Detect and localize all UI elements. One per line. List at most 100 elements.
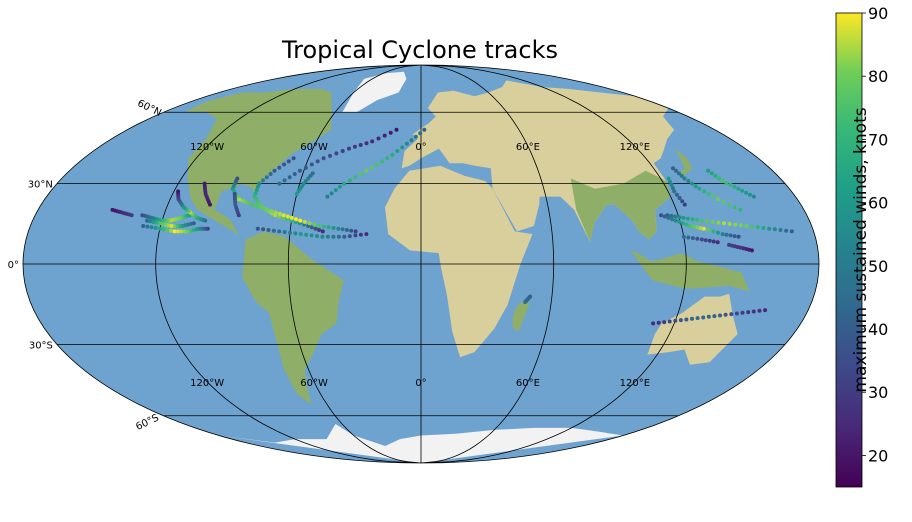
track-point <box>309 225 314 230</box>
track-point <box>157 226 162 231</box>
track-point <box>724 181 729 185</box>
track-point <box>264 175 269 180</box>
track-point <box>252 194 257 199</box>
track-point <box>681 215 686 220</box>
track-point <box>282 162 287 167</box>
graticule <box>23 65 819 463</box>
colorbar: 20 30 40 50 60 70 80 90 <box>835 4 888 488</box>
track-point <box>673 214 678 219</box>
track-point <box>140 213 145 218</box>
north-america-land <box>184 88 332 243</box>
track-point <box>751 194 756 199</box>
track-point <box>713 173 718 178</box>
track-point <box>157 221 162 226</box>
track-point <box>703 238 708 243</box>
track-point <box>293 231 298 236</box>
track-point <box>334 151 339 156</box>
track-point <box>651 321 656 326</box>
track-point <box>656 320 661 325</box>
track-point <box>376 136 381 141</box>
australia-land <box>647 293 738 365</box>
track-point <box>757 308 762 313</box>
track-point <box>342 234 347 239</box>
track-point <box>724 232 729 237</box>
track-point <box>250 202 255 207</box>
track-point <box>686 235 691 240</box>
track-point <box>353 229 358 234</box>
track-point <box>706 168 711 173</box>
meridian-label-top: 120°W <box>190 142 224 153</box>
track-point <box>380 159 385 164</box>
track-point <box>304 232 309 237</box>
track-point <box>382 133 387 138</box>
track-point <box>734 311 739 316</box>
track-point <box>395 149 400 153</box>
colorbar-tick-label: 30 <box>868 383 888 402</box>
track-point <box>151 219 155 224</box>
meridian-label-bottom: 120°W <box>190 378 224 389</box>
meridian-label-bottom: 120°E <box>620 378 650 389</box>
track-point <box>165 228 170 232</box>
meridian-label-bottom: 60°W <box>300 378 328 389</box>
track-point <box>340 149 345 153</box>
track-point <box>331 234 336 239</box>
track-point <box>185 229 190 234</box>
track-point <box>413 134 418 139</box>
track-point <box>321 224 326 229</box>
track-point <box>298 232 303 237</box>
track-point <box>706 314 711 319</box>
colorbar-tick-label: 80 <box>868 67 888 86</box>
track-point <box>261 178 265 183</box>
track-point <box>320 234 325 239</box>
track-point <box>364 232 369 237</box>
track-point <box>680 221 685 226</box>
track-point <box>358 143 363 147</box>
track-point <box>261 206 266 211</box>
track-point <box>246 201 251 206</box>
track-point <box>312 222 317 227</box>
track-point <box>292 172 297 176</box>
track-point <box>163 222 168 227</box>
track-point <box>668 179 673 184</box>
track-point <box>677 196 682 200</box>
track-point <box>243 199 248 204</box>
track-point <box>257 205 262 210</box>
track-point <box>342 181 347 186</box>
track-point <box>733 222 738 227</box>
track-point <box>294 217 298 222</box>
track-point <box>329 191 334 196</box>
track-point <box>698 226 703 230</box>
track-point <box>677 219 682 224</box>
track-point <box>707 238 712 243</box>
track-point <box>358 172 363 176</box>
track-point <box>271 228 276 233</box>
track-point <box>409 138 414 143</box>
track-point <box>670 186 675 191</box>
track-point <box>390 152 395 157</box>
track-point <box>175 229 180 234</box>
track-point <box>722 221 726 226</box>
track-point <box>388 130 393 135</box>
indonesia-land <box>630 250 750 292</box>
colorbar-gradient <box>835 12 863 488</box>
track-point <box>160 221 165 226</box>
track-point <box>746 310 751 315</box>
track-point <box>763 308 768 313</box>
track-point <box>690 236 695 241</box>
track-point <box>702 189 707 194</box>
parallel-label: 60°S <box>134 413 160 433</box>
track-point <box>340 227 345 232</box>
track-point <box>778 228 783 232</box>
track-point <box>255 184 260 189</box>
track-point <box>141 224 146 228</box>
track-point <box>690 217 695 222</box>
track-point <box>285 214 290 219</box>
track-point <box>670 217 674 222</box>
track-point <box>718 313 722 318</box>
track-point <box>677 215 682 220</box>
track-point <box>422 127 427 132</box>
parallel-label: 30°N <box>28 180 53 191</box>
track-point <box>370 139 375 144</box>
track-point <box>353 175 358 180</box>
track-point <box>732 184 737 189</box>
